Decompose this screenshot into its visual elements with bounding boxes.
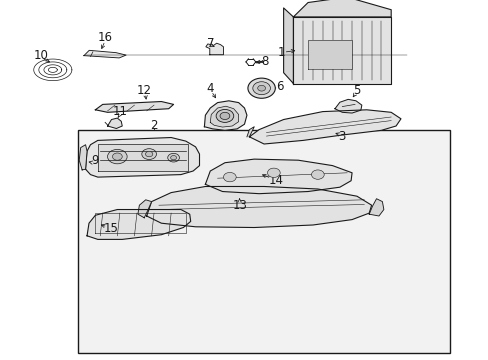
Circle shape [170, 156, 176, 160]
Circle shape [257, 85, 265, 91]
Polygon shape [84, 50, 126, 58]
Polygon shape [307, 40, 351, 69]
Polygon shape [205, 43, 223, 55]
Polygon shape [283, 8, 293, 84]
Polygon shape [146, 186, 371, 228]
Text: 4: 4 [206, 82, 214, 95]
Text: 8: 8 [261, 55, 268, 68]
Polygon shape [98, 144, 188, 171]
Text: 10: 10 [34, 49, 49, 62]
Polygon shape [138, 200, 151, 218]
Text: 14: 14 [268, 174, 283, 186]
Circle shape [216, 109, 233, 122]
Circle shape [223, 172, 236, 182]
Circle shape [145, 152, 153, 157]
Text: 9: 9 [91, 154, 99, 167]
Text: 1: 1 [277, 46, 285, 59]
Text: 5: 5 [352, 84, 360, 96]
Polygon shape [293, 0, 390, 17]
Polygon shape [79, 145, 87, 170]
Circle shape [107, 149, 127, 164]
Polygon shape [368, 199, 383, 216]
Polygon shape [204, 101, 246, 130]
Polygon shape [249, 110, 400, 144]
Polygon shape [246, 127, 254, 137]
Circle shape [220, 112, 229, 120]
Text: 15: 15 [104, 222, 119, 235]
Polygon shape [85, 138, 199, 177]
Text: 3: 3 [338, 130, 346, 143]
Circle shape [167, 153, 179, 162]
Polygon shape [95, 102, 173, 112]
Text: 6: 6 [276, 80, 283, 93]
Circle shape [311, 170, 324, 179]
Text: 16: 16 [98, 31, 112, 44]
Text: 12: 12 [137, 84, 151, 96]
Text: 11: 11 [112, 105, 127, 118]
Polygon shape [87, 210, 190, 239]
Circle shape [112, 153, 122, 160]
Text: 13: 13 [232, 199, 246, 212]
Polygon shape [334, 99, 361, 113]
Polygon shape [210, 106, 238, 127]
Circle shape [142, 149, 156, 159]
Circle shape [252, 82, 270, 95]
Text: 7: 7 [206, 37, 214, 50]
Circle shape [267, 168, 280, 177]
Polygon shape [205, 159, 351, 194]
Polygon shape [293, 17, 390, 84]
Bar [78, 130, 449, 353]
Polygon shape [107, 118, 122, 129]
Text: 2: 2 [150, 119, 158, 132]
Circle shape [247, 78, 275, 98]
